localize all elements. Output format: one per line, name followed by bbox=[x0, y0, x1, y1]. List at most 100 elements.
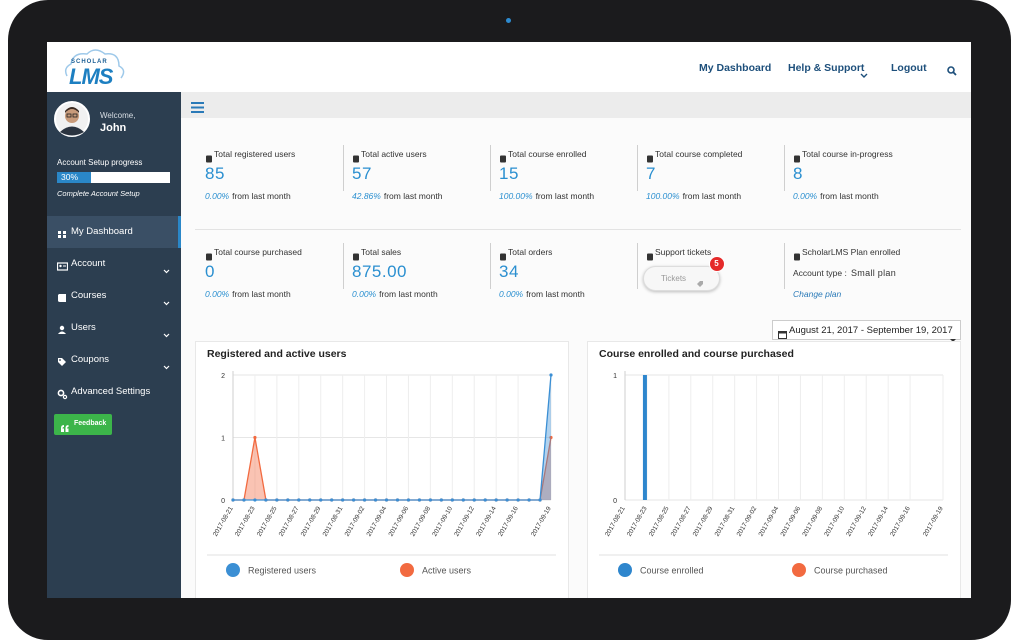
y-tick-label: 0 bbox=[613, 498, 617, 505]
menu-chevron-glyph bbox=[163, 301, 170, 306]
header: SCHOLARLMSMy DashboardHelp & SupportLogo… bbox=[47, 42, 971, 93]
legend-label: Registered users bbox=[248, 566, 317, 576]
y-tick-label: 2 bbox=[221, 373, 225, 380]
point bbox=[517, 498, 520, 501]
stat-note: from last month bbox=[384, 191, 443, 201]
badge-count: 5 bbox=[710, 259, 723, 268]
chart-panel: Course enrolled and course purchased0120… bbox=[587, 341, 961, 598]
menu-label: Courses bbox=[71, 290, 106, 301]
menu-icon bbox=[57, 387, 68, 405]
main-content: Total registered users850.00%from last m… bbox=[181, 92, 971, 598]
setup-label: Account Setup progress bbox=[57, 158, 142, 167]
point bbox=[275, 498, 278, 501]
point bbox=[308, 498, 311, 501]
separator bbox=[490, 243, 491, 289]
point bbox=[374, 498, 377, 501]
progress-label: 30% bbox=[61, 172, 78, 183]
y-tick-label: 1 bbox=[613, 373, 617, 380]
avatar-glyph bbox=[54, 101, 90, 137]
menu-item[interactable]: Courses bbox=[47, 280, 181, 312]
point bbox=[242, 498, 245, 501]
menu-label: Account bbox=[71, 258, 105, 269]
avatar bbox=[54, 101, 90, 142]
stat-note: from last month bbox=[232, 191, 291, 201]
point bbox=[495, 498, 498, 501]
legend-swatch bbox=[618, 563, 632, 577]
feedback-button[interactable]: Feedback bbox=[54, 414, 112, 435]
legend-label: Active users bbox=[422, 566, 472, 576]
menu-icon bbox=[57, 323, 68, 341]
point bbox=[396, 498, 399, 501]
separator bbox=[784, 243, 785, 289]
nav-link[interactable]: Logout bbox=[891, 62, 927, 74]
stat-note: from last month bbox=[536, 191, 595, 201]
menu-chevron bbox=[163, 357, 170, 375]
stat-label: Total course purchased bbox=[214, 247, 302, 257]
stat-icon-glyph bbox=[352, 155, 360, 163]
menu-icon bbox=[57, 291, 68, 309]
stat-value: 0 bbox=[205, 262, 215, 282]
chart-title: Course enrolled and course purchased bbox=[599, 348, 794, 360]
feedback-label: Feedback bbox=[74, 420, 106, 427]
stat-value: 57 bbox=[352, 164, 372, 184]
stat-change: 0.00% bbox=[352, 289, 376, 299]
nav-link[interactable]: My Dashboard bbox=[699, 62, 771, 74]
point bbox=[538, 498, 541, 501]
menu-item[interactable]: Account bbox=[47, 248, 181, 280]
menu-chevron-glyph bbox=[163, 333, 170, 338]
bar bbox=[643, 375, 647, 500]
stat-value: 34 bbox=[499, 262, 519, 282]
setup-link[interactable]: Complete Account Setup bbox=[57, 189, 140, 198]
plan-label: ScholarLMS Plan enrolled bbox=[802, 247, 900, 257]
y-tick-label: 1 bbox=[221, 436, 225, 443]
search-icon[interactable] bbox=[947, 63, 957, 81]
separator bbox=[490, 145, 491, 191]
menu-toggle[interactable] bbox=[191, 100, 204, 118]
tickets-badge: 5 bbox=[709, 256, 725, 272]
stat-label: Total course in-progress bbox=[802, 149, 893, 159]
chart-panel: Registered and active users0122017-08-21… bbox=[195, 341, 569, 598]
stat-note: from last month bbox=[526, 289, 585, 299]
stat-value: 875.00 bbox=[352, 262, 407, 282]
stat-icon-glyph bbox=[499, 253, 507, 261]
stat-value: 7 bbox=[646, 164, 656, 184]
y-tick-label: 0 bbox=[221, 498, 225, 505]
point bbox=[352, 498, 355, 501]
stat-label: Total sales bbox=[361, 247, 401, 257]
stat-value: 85 bbox=[205, 164, 225, 184]
stat-label: Total registered users bbox=[214, 149, 295, 159]
menu-label: Users bbox=[71, 322, 96, 333]
stat-icon-glyph bbox=[646, 155, 654, 163]
nav-link[interactable]: Help & Support bbox=[788, 62, 864, 74]
menu-icon-glyph bbox=[57, 325, 68, 336]
tickets-label: Tickets bbox=[661, 274, 686, 283]
menu-label: My Dashboard bbox=[71, 226, 133, 237]
menu-item[interactable]: Users bbox=[47, 312, 181, 344]
point bbox=[407, 498, 410, 501]
camera bbox=[506, 18, 511, 23]
chart: Course enrolled and course purchased0120… bbox=[587, 341, 961, 598]
account-type: Small plan bbox=[851, 268, 896, 278]
stat-change: 42.86% bbox=[352, 191, 381, 201]
point bbox=[231, 498, 234, 501]
quote-icon bbox=[61, 420, 69, 438]
separator bbox=[343, 243, 344, 289]
menu-item[interactable]: My Dashboard bbox=[47, 216, 181, 248]
stat-label: Total course completed bbox=[655, 149, 742, 159]
stat-value: 15 bbox=[499, 164, 519, 184]
stat-value: 8 bbox=[793, 164, 803, 184]
tag-icon-glyph bbox=[696, 280, 704, 288]
menu-item[interactable]: Advanced Settings bbox=[47, 376, 181, 408]
stat-change: 0.00% bbox=[205, 191, 229, 201]
stat-note: from last month bbox=[820, 191, 879, 201]
date-range-picker[interactable]: August 21, 2017 - September 19, 2017 bbox=[772, 320, 961, 340]
greeting: Welcome, bbox=[100, 111, 135, 120]
tickets-button[interactable]: Tickets bbox=[643, 266, 720, 291]
calendar-icon-glyph bbox=[778, 330, 787, 339]
screen: SCHOLARLMSMy DashboardHelp & SupportLogo… bbox=[47, 42, 971, 598]
point bbox=[385, 498, 388, 501]
point bbox=[462, 498, 465, 501]
menu-item[interactable]: Coupons bbox=[47, 344, 181, 376]
change-plan-link[interactable]: Change plan bbox=[793, 289, 841, 299]
menu-icon bbox=[57, 259, 68, 277]
